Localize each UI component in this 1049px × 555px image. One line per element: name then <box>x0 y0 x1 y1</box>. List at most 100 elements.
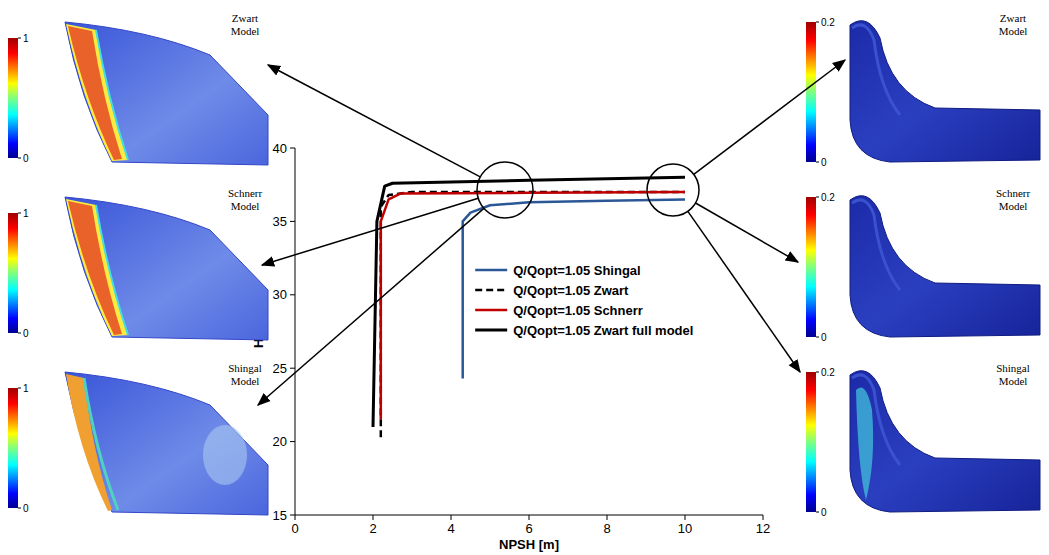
y-tick-label: 25 <box>273 361 287 376</box>
blade-edge <box>852 200 900 290</box>
x-tick <box>295 515 296 520</box>
series-line <box>381 192 685 420</box>
x-tick-label: 6 <box>525 521 532 536</box>
x-tick <box>607 515 608 520</box>
y-tick <box>290 515 295 516</box>
inset-label-line: Shingal <box>228 362 262 374</box>
inset-blade <box>65 372 268 515</box>
colorbar <box>8 388 18 508</box>
inset-label-line: Zwart <box>232 12 258 24</box>
inset-label-line: Model <box>999 25 1028 37</box>
vapour-region <box>68 201 122 335</box>
vapour-border <box>96 30 128 160</box>
series-line <box>463 199 685 378</box>
colorbar-tick-label: 0 <box>821 507 827 518</box>
y-tick <box>290 441 295 442</box>
colorbar-tick <box>18 213 21 214</box>
x-tick-label: 4 <box>447 521 454 536</box>
y-tick-label: 35 <box>273 214 287 229</box>
inset-blade <box>65 22 268 165</box>
legend-label: Q/Qopt=1.05 Schnerr <box>513 303 643 318</box>
inset-label-line: Model <box>231 25 260 37</box>
colorbar-tick <box>18 333 21 334</box>
x-tick-label: 10 <box>678 521 692 536</box>
colorbar-tick-label: 0 <box>821 332 827 343</box>
vapour-edge <box>66 24 128 161</box>
x-tick-label: 12 <box>756 521 770 536</box>
arrow <box>694 60 845 174</box>
blade-shape <box>65 197 268 340</box>
colorbar-tick-label: 0.2 <box>821 17 835 28</box>
colorbar-tick-label: 0 <box>23 503 29 514</box>
y-tick-label: 40 <box>273 141 287 156</box>
colorbar-tick <box>18 508 21 509</box>
colorbar-tick-label: 1 <box>23 33 29 44</box>
arrow <box>688 211 800 372</box>
legend-label: Q/Qopt=1.05 Shingal <box>513 263 641 278</box>
colorbar <box>806 22 816 162</box>
x-tick <box>373 515 374 520</box>
inset-label-line: Schnerr <box>228 187 263 199</box>
y-tick <box>290 221 295 222</box>
inset-blade <box>65 197 268 340</box>
vapour-edge <box>66 199 128 336</box>
vapour-region <box>68 26 122 160</box>
colorbar-tick-label: 0 <box>23 153 29 164</box>
colorbar <box>8 38 18 158</box>
x-axis-title: NPSH [m] <box>499 537 559 552</box>
inset-label-line: Model <box>231 200 260 212</box>
legend: Q/Qopt=1.05 Shingal Q/Qopt=1.05 Zwart Q/Qo… <box>475 263 693 338</box>
y-axis-line <box>295 148 296 515</box>
y-tick-label: 30 <box>273 287 287 302</box>
x-tick <box>685 515 686 520</box>
inset-label-line: Zwart <box>1000 12 1026 24</box>
inset-label-line: Shingal <box>996 362 1030 374</box>
insets: 01ZwartModel01SchnerrModel01ShingalModel… <box>8 12 1040 518</box>
annotations <box>258 60 845 405</box>
colorbar <box>8 213 18 333</box>
vapour-border <box>96 205 128 335</box>
legend-swatch <box>475 329 507 332</box>
colorbar-tick <box>18 158 21 159</box>
inset-label-line: Model <box>231 375 260 387</box>
inset-label-line: Model <box>999 375 1028 387</box>
series-line <box>381 192 685 437</box>
legend-label: Q/Qopt=1.05 Zwart full model <box>513 323 693 338</box>
colorbar-tick <box>816 197 819 198</box>
legend-label: Q/Qopt=1.05 Zwart <box>513 283 629 298</box>
colorbar-tick-label: 1 <box>23 208 29 219</box>
legend-swatch <box>475 289 507 292</box>
colorbar-tick <box>18 38 21 39</box>
blade-shape <box>850 371 1040 512</box>
blade-shape <box>850 21 1040 162</box>
colorbar-tick-label: 0 <box>821 157 827 168</box>
figure: 024681012152025303540NPSH [m]H [m]Q/Qopt… <box>0 0 1049 555</box>
inset-label: ShingalModel <box>996 362 1030 387</box>
colorbar-tick-label: 0.2 <box>821 367 835 378</box>
y-tick <box>290 294 295 295</box>
axes: 024681012152025303540NPSH [m]H [m] <box>251 141 770 553</box>
x-tick <box>451 515 452 520</box>
highlight-circle <box>477 162 533 218</box>
colorbar <box>806 197 816 337</box>
vapour-patch <box>203 425 247 485</box>
arrow <box>262 198 478 265</box>
colorbar-tick <box>18 388 21 389</box>
colorbar-tick-label: 0.2 <box>821 192 835 203</box>
x-tick-label: 8 <box>603 521 610 536</box>
colorbar-tick-label: 1 <box>23 383 29 394</box>
highlight-circle <box>647 164 699 216</box>
arrow <box>258 208 484 405</box>
legend-swatch <box>475 269 507 272</box>
blade-edge <box>852 25 900 115</box>
inset-label: ShingalModel <box>228 362 262 387</box>
colorbar-tick <box>816 337 819 338</box>
colorbar-tick <box>816 22 819 23</box>
colorbar-tick <box>816 372 819 373</box>
inset-blade <box>850 196 1040 337</box>
x-tick-label: 0 <box>291 521 298 536</box>
y-tick-label: 15 <box>273 508 287 523</box>
colorbar-tick <box>816 162 819 163</box>
x-tick <box>529 515 530 520</box>
blade-shape <box>65 22 268 165</box>
